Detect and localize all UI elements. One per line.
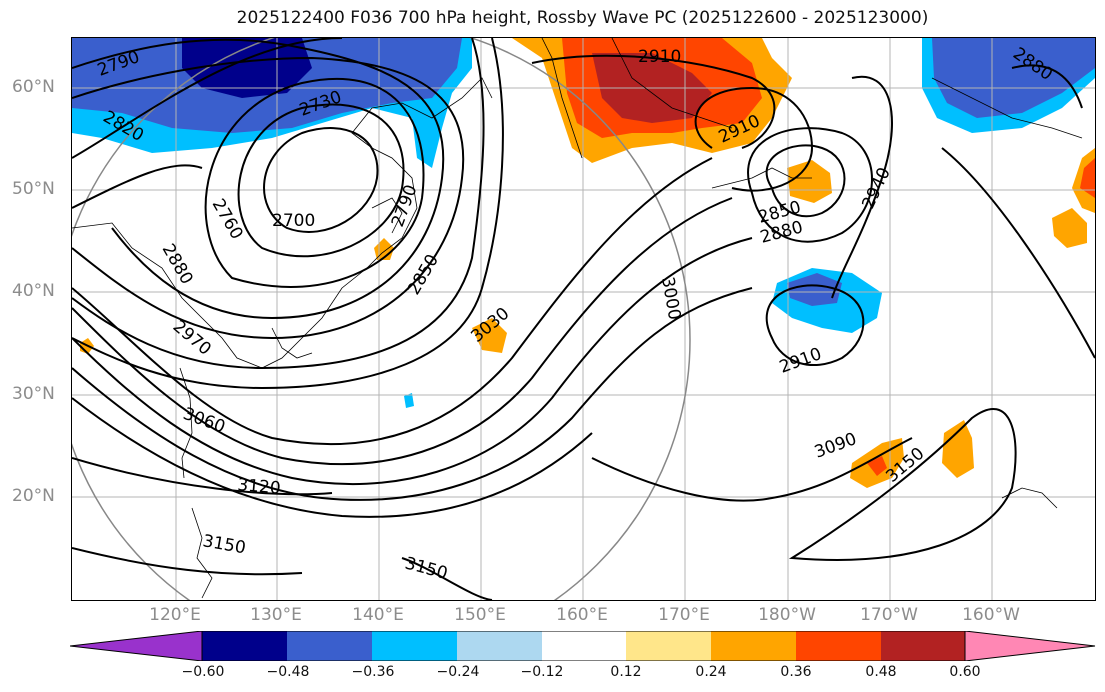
lon-label-170e: 170°E <box>658 605 710 625</box>
lon-label-150e: 150°E <box>454 605 506 625</box>
colorbar-bin <box>372 631 457 661</box>
height-contours <box>72 38 1095 600</box>
lon-label-180w: 180°W <box>758 605 816 625</box>
contour-label: 2910 <box>638 47 681 67</box>
contour-2700 <box>263 127 379 233</box>
contour-2790 <box>72 38 445 320</box>
colorbar-bin <box>711 631 796 661</box>
contour-3030 <box>72 287 753 501</box>
colorbar-tick-label: −0.12 <box>520 664 564 680</box>
colorbar-extend-right <box>964 631 1096 661</box>
contour-3150 <box>72 547 493 600</box>
contour-label: 2910 <box>777 344 824 378</box>
contour-2880 <box>72 38 504 390</box>
lat-label-60n: 60°N <box>12 77 55 97</box>
lat-label-30n: 30°N <box>12 384 55 404</box>
lat-label-20n: 20°N <box>12 486 55 506</box>
lon-label-120e: 120°E <box>149 605 201 625</box>
colorbar-tick-label: 0.36 <box>780 664 812 680</box>
contour-label: 3150 <box>201 531 247 558</box>
contour-label: 3120 <box>237 475 282 499</box>
colorbar-tick-label: 0.24 <box>695 664 727 680</box>
colorbar-bin <box>881 631 965 661</box>
negative-anomaly-patch-30n <box>404 393 414 408</box>
colorbar-bin <box>202 631 287 661</box>
negative-anomaly-northeast-core <box>932 38 1095 118</box>
lon-label-160e: 160°E <box>556 605 608 625</box>
contour-label: 2940 <box>858 164 894 212</box>
contour-label: 3150 <box>403 554 450 585</box>
contour-2760 <box>204 77 425 288</box>
colorbar-extend-left <box>70 631 203 661</box>
contour-2940 <box>72 157 713 445</box>
lon-label-140e: 140°E <box>352 605 404 625</box>
colorbar-bin <box>287 631 372 661</box>
contour-2940-east <box>831 75 893 299</box>
contour-3000 <box>72 237 753 486</box>
lat-label-40n: 40°N <box>12 281 55 301</box>
contour-label: 2760 <box>208 196 247 243</box>
colorbar-tick-label: 0.48 <box>865 664 897 680</box>
positive-anomaly-patch-20n-left-core <box>867 456 887 476</box>
positive-anomaly-patch-east-lower <box>1052 208 1087 248</box>
negative-anomaly-central-core <box>787 273 842 306</box>
contour-label: 3090 <box>812 429 859 463</box>
contour-2970 <box>72 197 733 466</box>
contour-label: 2700 <box>272 211 315 231</box>
contour-3060 <box>72 397 593 518</box>
positive-anomaly-patch-50n <box>787 160 832 203</box>
colorbar <box>70 631 1096 661</box>
contour-east-side <box>941 147 1095 359</box>
colorbar-tick-label: −0.60 <box>181 664 225 680</box>
colorbar-bin <box>457 631 542 661</box>
positive-anomaly-patch-20n-right <box>942 420 974 478</box>
lon-label-170w: 170°W <box>860 605 918 625</box>
colorbar-tick-label: −0.36 <box>351 664 395 680</box>
colorbar-tick-label: −0.24 <box>436 664 480 680</box>
reference-circle <box>72 38 691 600</box>
contour-3120 <box>72 457 333 496</box>
contour-ridge-east <box>788 408 1017 561</box>
colorbar-tick-label: −0.48 <box>266 664 310 680</box>
colorbar-bin <box>542 631 626 661</box>
figure-title: 2025122400 F036 700 hPa height, Rossby W… <box>236 8 929 28</box>
contour-label: 3060 <box>180 404 227 438</box>
contour-trough-east <box>694 86 814 192</box>
contour-2850 <box>72 38 485 370</box>
contour-2730 <box>237 103 405 258</box>
map-canvas: 2790 2820 2730 2760 2700 2790 2880 2970 … <box>72 38 1095 600</box>
colorbar-tick-label: 0.60 <box>949 664 981 680</box>
lon-label-160w: 160°W <box>962 605 1020 625</box>
contour-low-2910 <box>765 284 865 367</box>
colorbar-bin <box>796 631 881 661</box>
gridlines <box>72 38 1095 600</box>
lon-label-130e: 130°E <box>250 605 302 625</box>
colorbar-bin <box>626 631 711 661</box>
contour-2910 <box>531 54 776 149</box>
contour-3090 <box>591 437 913 502</box>
contour-label: 3000 <box>657 275 684 321</box>
lat-label-50n: 50°N <box>12 179 55 199</box>
map-panel: 2790 2820 2730 2760 2700 2790 2880 2970 … <box>71 37 1096 601</box>
positive-anomaly-patch-east-core <box>1080 158 1095 198</box>
contour-low-2880 <box>747 127 873 243</box>
contour-2820 <box>72 56 465 340</box>
contour-2880-east <box>1011 64 1083 109</box>
colorbar-tick-label: 0.12 <box>610 664 642 680</box>
contour-low-2850 <box>765 144 846 218</box>
negative-anomaly-northwest-core <box>182 38 312 98</box>
